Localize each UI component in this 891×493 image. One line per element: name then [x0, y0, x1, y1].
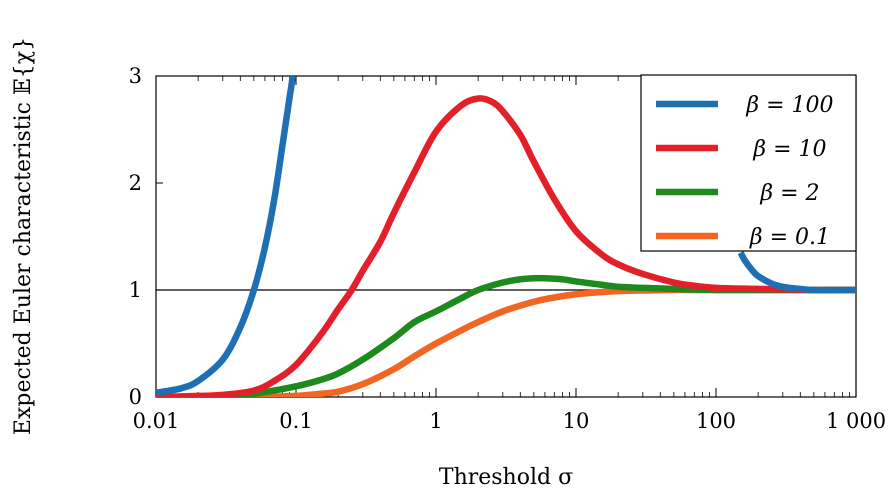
series-line-beta-10 — [156, 95, 856, 397]
x-tick-label: 1 000 — [826, 409, 886, 433]
legend-label-beta-2: β = 2 — [759, 181, 819, 206]
y-tick-label: 2 — [129, 171, 142, 195]
series-line-beta-100 — [156, 76, 297, 396]
legend: β = 100 β = 10 β = 2 β = 0.1 — [640, 74, 857, 252]
y-axis-label: Expected Euler characteristic 𝔼{χ} — [11, 37, 36, 435]
series-line-beta-2 — [156, 274, 856, 397]
series-line-beta-0-1 — [156, 286, 856, 397]
legend-label-beta-100: β = 100 — [745, 93, 833, 118]
x-tick-label: 0.01 — [133, 409, 180, 433]
series-group — [156, 76, 856, 397]
x-axis-label: Threshold σ — [439, 465, 573, 490]
x-tick-label: 100 — [696, 409, 736, 433]
x-tick-labels: 0.01 0.1 1 10 100 1 000 — [133, 409, 886, 433]
y-tick-labels: 0 1 2 3 — [129, 64, 142, 409]
legend-label-beta-0-1: β = 0.1 — [749, 225, 830, 250]
x-tick-label: 0.1 — [279, 409, 312, 433]
y-tick-label: 0 — [129, 385, 142, 409]
y-tick-label: 3 — [129, 64, 142, 88]
series-line-beta-100 — [737, 251, 856, 294]
x-tick-label: 1 — [429, 409, 442, 433]
plot-area — [155, 75, 857, 398]
legend-label-beta-10: β = 10 — [752, 137, 826, 162]
y-tick-label: 1 — [129, 278, 142, 302]
x-tick-label: 10 — [563, 409, 590, 433]
